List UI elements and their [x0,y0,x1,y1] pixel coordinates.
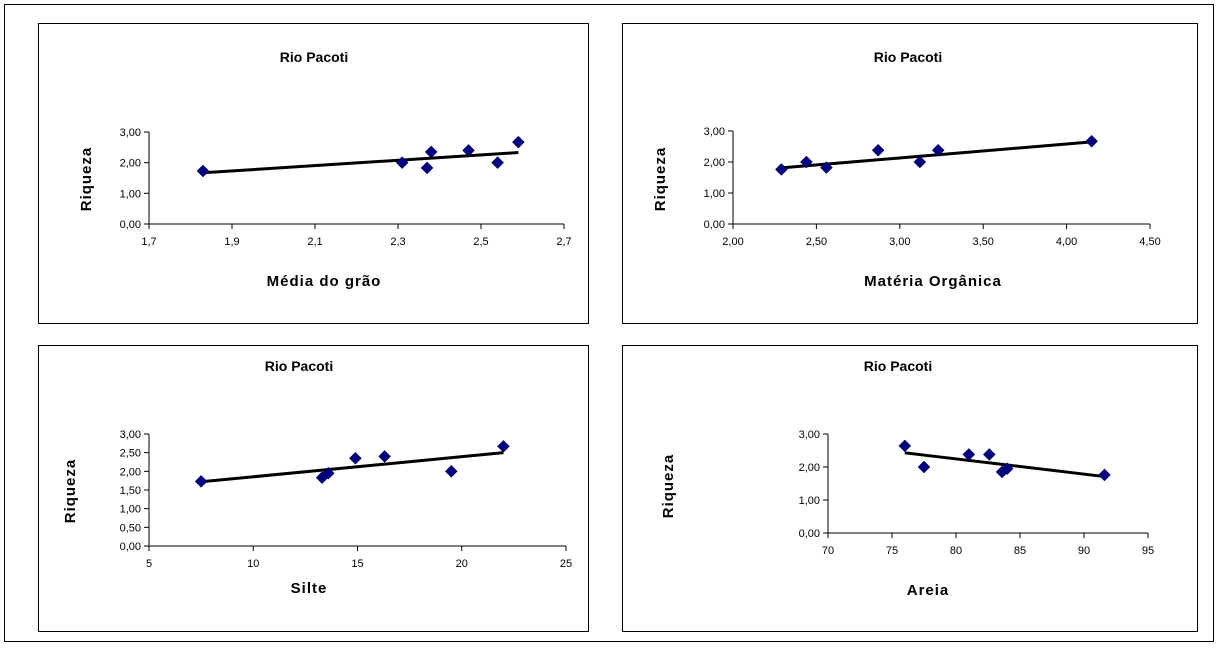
x-tick-label: 90 [1078,545,1090,557]
chart-svg: Rio Pacoti Areia Riqueza 0,00 1,00 2,00 3,00 70… [660,358,1154,599]
data-point [420,161,434,175]
y-axis-label: Riqueza [652,147,669,212]
chart-panel-materia-organica: Rio Pacoti Matéria Orgânica Riqueza 0,00 1,0… [622,23,1198,324]
figure-frame: Rio Pacoti Média do grão Riqueza 0,00 1,00 2,… [4,4,1214,642]
chart-svg: Rio Pacoti Silte Riqueza 0,00 0,50 1,00 1,50 2,… [62,358,572,597]
data-point [775,163,788,176]
y-tick-label: 1,00 [799,495,820,507]
y-tick-label: 2,50 [120,448,141,460]
x-axis-label: Silte [291,580,328,597]
x-tick-label: 1,9 [224,236,239,248]
data-point [931,143,945,157]
chart-svg: Rio Pacoti Média do grão Riqueza 0,00 1,00 2,… [78,49,572,290]
y-axis-label: Riqueza [660,454,677,519]
x-tick-label: 2,00 [722,236,743,248]
data-point [424,145,438,159]
x-tick-label: 15 [351,558,363,570]
y-tick-label: 3,00 [799,429,820,441]
x-tick-label: 95 [1142,545,1154,557]
data-point [462,144,475,157]
trendline [202,151,519,175]
data-point [491,156,504,170]
x-axis-label: Média do grão [267,273,382,290]
data-point [962,448,976,461]
x-tick-label: 2,1 [307,236,322,248]
x-tick-label: 2,50 [806,236,827,248]
trendline [200,451,504,484]
data-point [511,135,525,149]
y-tick-label: 1,00 [704,188,725,200]
x-tick-label: 4,00 [1056,236,1077,248]
chart-panel-silte: Rio Pacoti Silte Riqueza 0,00 0,50 1,00 1,50 2,… [38,345,589,632]
data-point [321,466,335,480]
data-point [349,451,362,465]
y-tick-label: 1,50 [120,485,141,497]
x-tick-label: 10 [247,558,259,570]
data-point [913,155,927,169]
y-tick-label: 3,00 [120,429,141,441]
data-point [1000,462,1014,476]
chart-panel-media-grao: Rio Pacoti Média do grão Riqueza 0,00 1,00 2,… [38,23,589,324]
data-point [395,156,409,170]
data-point [196,164,210,178]
data-point [1085,134,1098,148]
y-tick-label: 0,00 [799,528,820,540]
y-tick-label: 2,00 [799,462,820,474]
y-tick-label: 0,00 [704,219,725,231]
x-tick-label: 2,3 [390,236,405,248]
data-point [444,464,458,478]
x-tick-label: 3,50 [972,236,993,248]
y-tick-label: 0,00 [120,541,141,553]
y-tick-label: 1,00 [120,504,141,516]
x-tick-label: 5 [146,558,152,570]
chart-title: Rio Pacoti [864,358,932,374]
trendline [904,451,1105,479]
x-tick-label: 2,7 [556,236,571,248]
data-point [194,475,208,488]
data-point [378,450,391,463]
chart-title: Rio Pacoti [874,49,942,65]
x-tick-label: 75 [886,545,898,557]
data-point [898,439,912,453]
chart-panel-areia: Rio Pacoti Areia Riqueza 0,00 1,00 2,00 3,00 70… [622,345,1198,632]
y-tick-label: 0,00 [120,219,141,231]
x-tick-label: 1,7 [141,236,156,248]
x-tick-label: 70 [822,545,834,557]
data-point [820,161,833,174]
chart-svg: Rio Pacoti Matéria Orgânica Riqueza 0,00 1,0… [652,49,1161,290]
x-tick-label: 85 [1014,545,1026,557]
y-axis-label: Riqueza [78,147,95,212]
data-point [982,448,996,461]
y-tick-label: 2,00 [120,158,141,170]
x-tick-label: 4,50 [1139,236,1160,248]
y-tick-label: 2,00 [120,466,141,478]
y-tick-label: 0,50 [120,522,141,534]
data-point [497,439,510,453]
y-tick-label: 1,00 [120,188,141,200]
y-axis-label: Riqueza [62,459,79,524]
y-tick-label: 3,00 [704,126,725,138]
data-point [800,155,813,169]
x-axis-label: Matéria Orgânica [864,273,1002,290]
x-tick-label: 3,00 [889,236,910,248]
data-point [1098,468,1111,482]
y-tick-label: 2,00 [704,157,725,169]
y-tick-label: 3,00 [120,127,141,139]
chart-title: Rio Pacoti [280,49,348,65]
data-point [871,143,885,157]
x-tick-label: 20 [456,558,468,570]
x-tick-label: 25 [560,558,572,570]
data-point [917,460,931,474]
x-axis-label: Areia [907,582,950,599]
chart-title: Rio Pacoti [265,358,333,374]
x-tick-label: 2,5 [473,236,488,248]
x-tick-label: 80 [950,545,962,557]
